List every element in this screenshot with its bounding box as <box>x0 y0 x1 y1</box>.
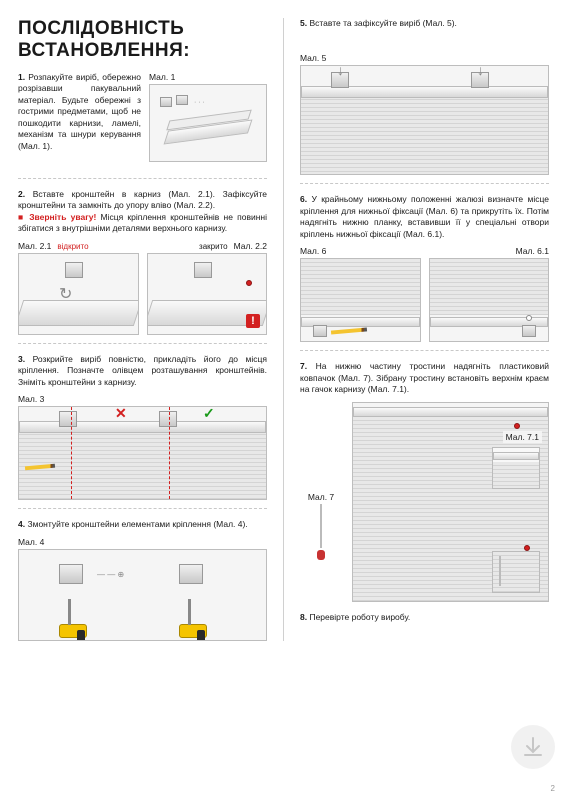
page-title: ПОСЛІДОВНІСТЬ ВСТАНОВЛЕННЯ: <box>18 18 267 62</box>
fig-4-label: Мал. 4 <box>18 537 267 547</box>
column-divider <box>283 18 284 641</box>
left-column: ПОСЛІДОВНІСТЬ ВСТАНОВЛЕННЯ: 1. Розпакуйт… <box>18 18 267 641</box>
fig-61-label: Мал. 6.1 <box>429 246 550 256</box>
fig-4: — — ⊕ <box>18 549 267 641</box>
fig-1: · · · <box>149 84 267 162</box>
fig-6-row: Мал. 6 Мал. 6.1 <box>300 246 549 342</box>
fig-22: ! <box>147 253 268 335</box>
fig-21: ↻ <box>18 253 139 335</box>
divider-5 <box>300 183 549 184</box>
right-column: 5. Вставте та зафіксуйте виріб (Мал. 5).… <box>300 18 549 641</box>
step-8-text: 8. Перевірте роботу виробу. <box>300 612 549 641</box>
divider-2 <box>18 343 267 344</box>
fig-5: ↓ ↓ <box>300 65 549 175</box>
fig-1-label: Мал. 1 <box>149 72 267 82</box>
step-1: 1. Розпакуйте виріб, обережно розрізавши… <box>18 72 267 162</box>
fig-3-wrap: Мал. 3 ✕ ✓ <box>18 394 267 500</box>
fig-5-label: Мал. 5 <box>300 53 549 63</box>
step-1-text: 1. Розпакуйте виріб, обережно розрізавши… <box>18 72 141 162</box>
fig-71: Мал. 7.1 <box>352 402 549 602</box>
fig-6-label: Мал. 6 <box>300 246 421 256</box>
fig-7-label: Мал. 7 <box>308 492 334 502</box>
step-2-text: 2. Вставте кронштейн в карниз (Мал. 2.1)… <box>18 189 267 235</box>
fig-1-wrap: Мал. 1 · · · <box>149 72 267 162</box>
divider-3 <box>18 508 267 509</box>
step-5-text: 5. Вставте та зафіксуйте виріб (Мал. 5). <box>300 18 549 47</box>
fig-71-label: Мал. 7.1 <box>503 431 542 443</box>
fig-2-row: Мал. 2.1 відкрито ↻ закрито Мал. 2.2 <box>18 241 267 335</box>
fig-4-wrap: Мал. 4 — — ⊕ <box>18 537 267 641</box>
step-3-text: 3. Розкрийте виріб повністю, прикладіть … <box>18 354 267 388</box>
fig-3-label: Мал. 3 <box>18 394 267 404</box>
fig-5-wrap: Мал. 5 ↓ ↓ <box>300 53 549 175</box>
closed-label: закрито <box>199 242 228 251</box>
divider-1 <box>18 178 267 179</box>
open-label: відкрито <box>57 242 88 251</box>
fig-21-label: Мал. 2.1 <box>18 241 51 251</box>
fig-61 <box>429 258 550 342</box>
page: ПОСЛІДОВНІСТЬ ВСТАНОВЛЕННЯ: 1. Розпакуйт… <box>0 0 565 651</box>
divider-6 <box>300 350 549 351</box>
step-6-text: 6. У крайньому нижньому положенні жалюзі… <box>300 194 549 240</box>
fig-6 <box>300 258 421 342</box>
fig-7-row: Мал. 7 Мал. 7.1 <box>300 402 549 602</box>
watermark-icon <box>511 725 555 769</box>
fig-22-label: Мал. 2.2 <box>234 241 267 251</box>
step-4-text: 4. Змонтуйте кронштейни елементами кріпл… <box>18 519 267 530</box>
page-number: 2 <box>551 784 555 793</box>
step-7-text: 7. На нижню частину тростини надягніть п… <box>300 361 549 395</box>
fig-3: ✕ ✓ <box>18 406 267 500</box>
